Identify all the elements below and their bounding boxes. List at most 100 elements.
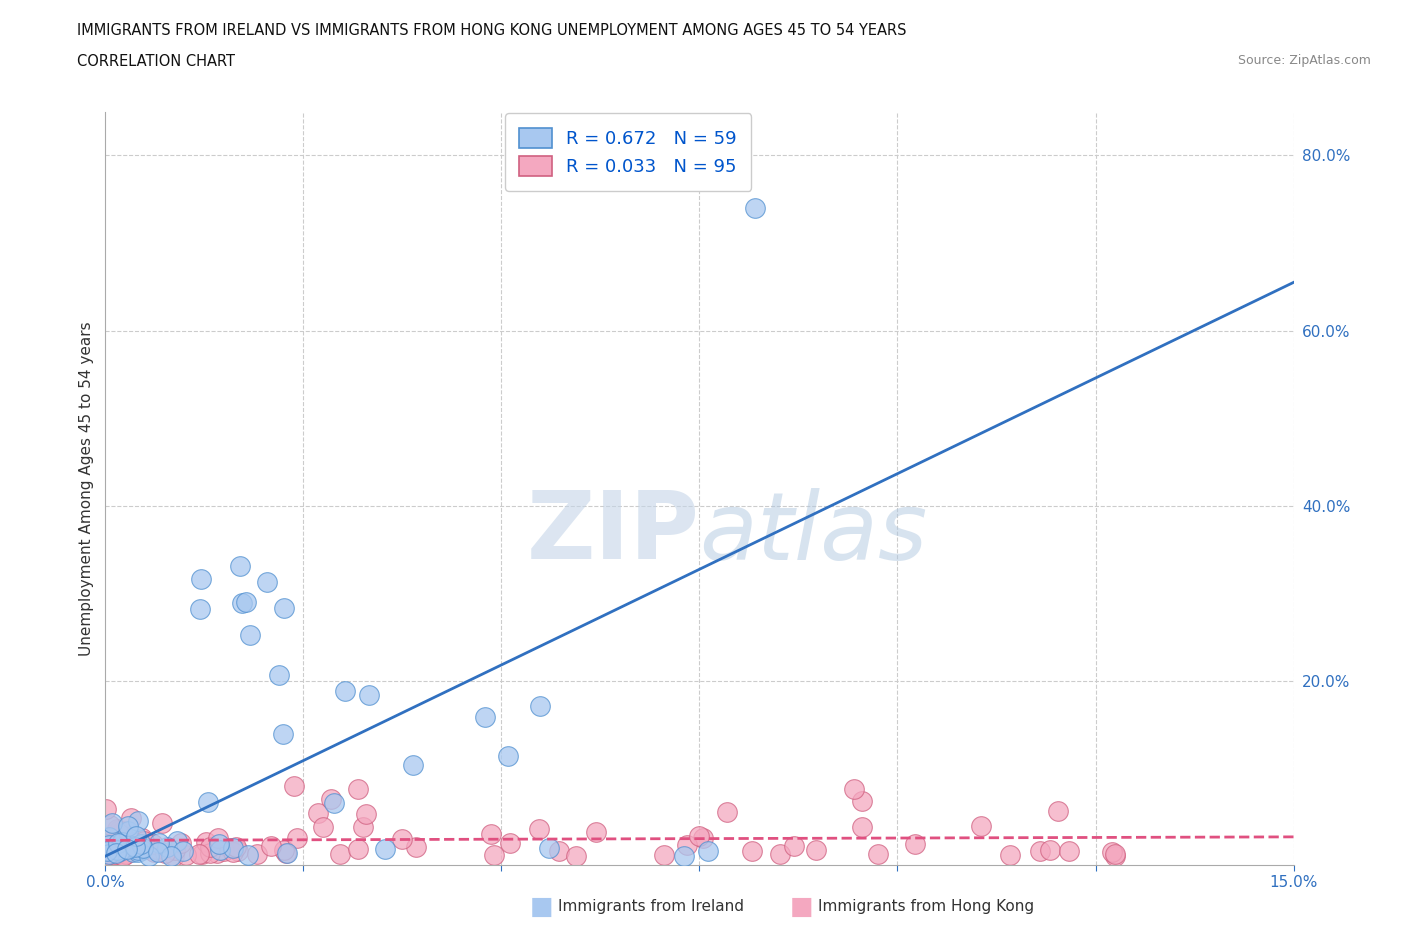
Point xyxy=(122,834,145,849)
Point xyxy=(105,843,128,857)
Point xyxy=(105,822,128,837)
Point xyxy=(131,830,153,845)
Point xyxy=(105,846,128,861)
Point xyxy=(117,818,139,833)
Point xyxy=(97,844,120,858)
Point xyxy=(212,844,235,858)
Point xyxy=(675,838,697,853)
Point xyxy=(218,841,240,856)
Point xyxy=(115,838,138,853)
Point xyxy=(692,830,714,845)
Point xyxy=(969,818,991,833)
Point xyxy=(842,781,865,796)
Point xyxy=(564,848,586,863)
Point xyxy=(105,846,128,861)
Point xyxy=(1104,847,1126,862)
Point xyxy=(97,846,120,861)
Point xyxy=(148,835,170,850)
Point xyxy=(768,846,790,861)
Point xyxy=(498,749,520,764)
Point xyxy=(97,841,120,856)
Text: CORRELATION CHART: CORRELATION CHART xyxy=(77,54,235,69)
Point xyxy=(142,837,165,852)
Point xyxy=(98,830,121,844)
Point xyxy=(225,839,247,854)
Point xyxy=(103,847,125,862)
Point xyxy=(672,848,695,863)
Point xyxy=(101,816,124,830)
Point xyxy=(145,842,167,857)
Point xyxy=(347,782,370,797)
Point xyxy=(166,833,188,848)
Point xyxy=(115,842,138,857)
Point xyxy=(96,847,118,862)
Point xyxy=(744,201,766,216)
Point xyxy=(134,833,156,848)
Point xyxy=(96,844,118,858)
Point xyxy=(246,846,269,861)
Point xyxy=(482,847,505,862)
Point xyxy=(273,601,295,616)
Point xyxy=(328,847,350,862)
Point xyxy=(94,802,117,817)
Point xyxy=(548,844,571,859)
Point xyxy=(374,842,396,857)
Point xyxy=(1101,845,1123,860)
Point xyxy=(117,824,139,839)
Point xyxy=(529,698,551,713)
Point xyxy=(188,846,211,861)
Point xyxy=(276,845,298,860)
Point xyxy=(149,844,172,859)
Point xyxy=(195,834,218,849)
Point xyxy=(222,844,245,859)
Y-axis label: Unemployment Among Ages 45 to 54 years: Unemployment Among Ages 45 to 54 years xyxy=(79,321,94,656)
Text: ZIP: ZIP xyxy=(527,487,700,579)
Point xyxy=(124,839,146,854)
Point xyxy=(357,687,380,702)
Point xyxy=(131,843,153,857)
Point xyxy=(1039,843,1062,857)
Point xyxy=(104,847,127,862)
Point xyxy=(696,844,718,858)
Point xyxy=(105,843,128,857)
Point xyxy=(283,778,305,793)
Point xyxy=(402,758,425,773)
Point xyxy=(110,844,132,858)
Legend: R = 0.672   N = 59, R = 0.033   N = 95: R = 0.672 N = 59, R = 0.033 N = 95 xyxy=(505,113,751,191)
Point xyxy=(868,846,890,861)
Point xyxy=(105,844,128,859)
Point xyxy=(741,844,763,858)
Point xyxy=(172,844,194,858)
Point xyxy=(285,830,308,845)
Point xyxy=(122,844,145,859)
Point xyxy=(153,845,176,860)
Point xyxy=(129,838,152,853)
Point xyxy=(1000,848,1022,863)
Point xyxy=(142,844,165,859)
Point xyxy=(98,837,121,852)
Point xyxy=(851,820,873,835)
Point xyxy=(319,791,342,806)
Point xyxy=(97,834,120,849)
Point xyxy=(527,821,550,836)
Point xyxy=(111,823,134,838)
Point xyxy=(352,819,374,834)
Point xyxy=(782,839,804,854)
Point xyxy=(188,602,211,617)
Point xyxy=(498,835,520,850)
Point xyxy=(688,829,710,844)
Text: ■: ■ xyxy=(790,895,813,919)
Point xyxy=(96,845,118,860)
Text: Immigrants from Hong Kong: Immigrants from Hong Kong xyxy=(818,899,1035,914)
Point xyxy=(716,804,738,819)
Point xyxy=(110,848,132,863)
Point xyxy=(474,710,496,724)
Point xyxy=(1104,848,1126,863)
Point xyxy=(198,839,221,854)
Point xyxy=(146,844,169,859)
Point xyxy=(155,840,177,855)
Point xyxy=(260,838,283,853)
Point xyxy=(160,848,183,863)
Point xyxy=(239,628,262,643)
Point xyxy=(322,796,344,811)
